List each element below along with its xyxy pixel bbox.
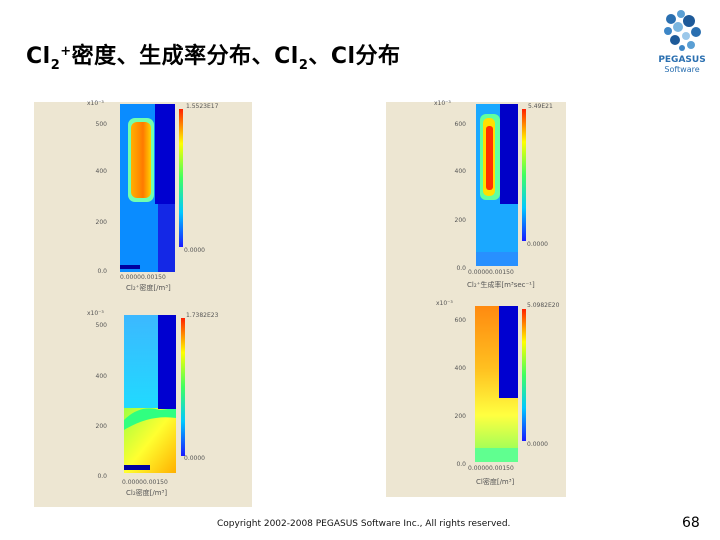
colorbar-min: 0.0000 (184, 455, 205, 462)
title-part-3: 、Cl分布 (308, 44, 401, 69)
y-tick: 0.0 (97, 268, 107, 275)
pegasus-logo-icon (664, 10, 701, 51)
y-tick: 500 (96, 322, 108, 329)
field-region (475, 448, 518, 462)
y-tick: 400 (455, 365, 467, 372)
plot-cl2-density: x10⁻³ 500 400 200 0.0 1.7382E23 0.0000 0… (87, 310, 219, 497)
logo-line-2: Software (664, 65, 700, 74)
colorbar-min: 0.0000 (527, 441, 548, 448)
y-tick: 500 (96, 121, 108, 128)
colorbar (181, 318, 185, 456)
logo-line-1: PEGASUS (658, 55, 706, 65)
y-tick: 400 (96, 373, 108, 380)
y-tick: 600 (455, 121, 467, 128)
field-hotspot (131, 122, 151, 198)
title-sub-2: 2 (298, 58, 309, 73)
plot-label: Cl₂密度[/m³] (126, 488, 167, 497)
field-electrode (155, 104, 175, 204)
field-electrode (158, 315, 176, 409)
colorbar-min: 0.0000 (184, 247, 205, 254)
field-region (476, 252, 518, 266)
title-sub-1: 2 (50, 58, 61, 73)
plot-label: Cl密度[/m³] (476, 477, 515, 486)
plot-label: Cl₂⁺密度[/m³] (126, 283, 171, 292)
y-tick: 600 (455, 317, 467, 324)
title-part-1: Cl (26, 44, 51, 69)
y-tick: 400 (96, 168, 108, 175)
colorbar-max: 1.5523E17 (186, 103, 219, 110)
x-ticks: 0.00000.00150 (120, 274, 166, 281)
field-edge (120, 265, 140, 269)
y-exponent: x10⁻³ (434, 100, 451, 107)
y-tick: 200 (96, 423, 108, 430)
colorbar (179, 109, 183, 247)
x-ticks: 0.00000.00150 (122, 479, 168, 486)
field-electrode (499, 306, 518, 398)
y-tick: 0.0 (456, 461, 466, 468)
y-exponent: x10⁻³ (436, 300, 453, 307)
y-exponent: x10⁻³ (87, 100, 104, 107)
plot-cl2plus-density: x10⁻³ 500 400 200 0.0 1.5523E17 0.0000 0… (87, 100, 219, 292)
x-ticks: 0.00000.00150 (468, 269, 514, 276)
x-ticks: 0.00000.00150 (468, 465, 514, 472)
colorbar-min: 0.0000 (527, 241, 548, 248)
plot-label: Cl₂⁺生成率[m³sec⁻¹] (467, 280, 535, 289)
title-sup-1: + (60, 44, 72, 59)
field-edge (124, 465, 150, 470)
y-tick: 0.0 (97, 473, 107, 480)
colorbar-max: 5.49E21 (528, 103, 553, 110)
page-number: 68 (682, 515, 700, 531)
colorbar-max: 5.0982E20 (527, 302, 560, 309)
y-tick: 0.0 (456, 265, 466, 272)
plot-cl2plus-generation-rate: x10⁻³ 600 400 200 0.0 5.49E21 0.0000 0.0… (434, 100, 553, 289)
y-tick: 200 (455, 217, 467, 224)
field-hotspot (486, 126, 493, 190)
logo-wordmark: PEGASUS Software (652, 55, 712, 75)
plot-cl-density: x10⁻³ 600 400 200 0.0 5.0982E20 0.0000 0… (436, 300, 560, 486)
y-tick: 200 (96, 219, 108, 226)
y-tick: 200 (455, 413, 467, 420)
y-exponent: x10⁻³ (87, 310, 104, 317)
colorbar (522, 309, 526, 441)
title-part-2: 密度、生成率分布、Cl (71, 44, 299, 69)
copyright-footer: Copyright 2002-2008 PEGASUS Software Inc… (217, 519, 511, 529)
colorbar (522, 109, 526, 241)
y-tick: 400 (455, 168, 467, 175)
colorbar-max: 1.7382E23 (186, 312, 219, 319)
slide-title: Cl2+密度、生成率分布、Cl2、Cl分布 (26, 38, 401, 73)
field-electrode (500, 104, 518, 204)
field-region (124, 408, 176, 430)
